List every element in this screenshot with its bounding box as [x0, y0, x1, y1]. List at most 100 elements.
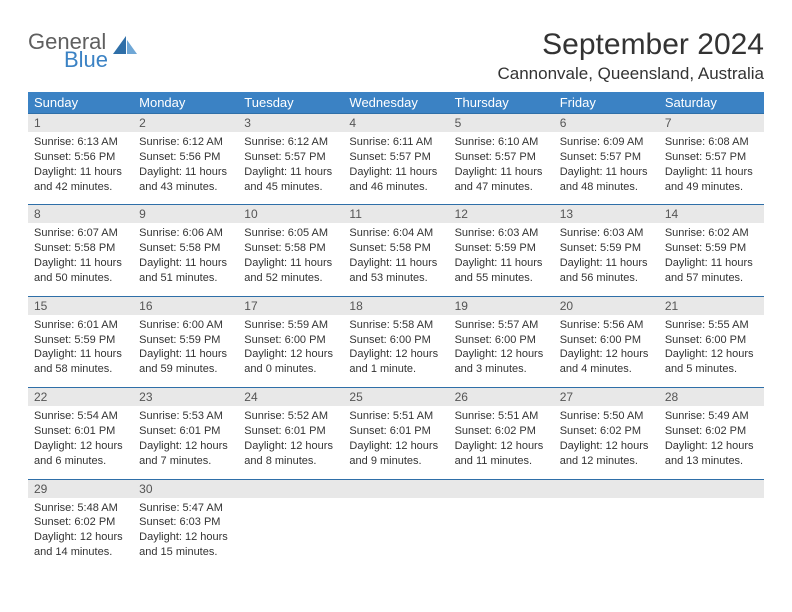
- daylight-line-2: and 57 minutes.: [665, 271, 758, 286]
- sunrise-line: Sunrise: 5:54 AM: [34, 409, 127, 424]
- sunrise-line: Sunrise: 6:07 AM: [34, 226, 127, 241]
- day-number: 9: [133, 205, 238, 223]
- daylight-line-1: Daylight: 11 hours: [349, 256, 442, 271]
- day-body: Sunrise: 5:53 AMSunset: 6:01 PMDaylight:…: [133, 406, 238, 478]
- sunset-line: Sunset: 5:57 PM: [665, 150, 758, 165]
- calendar-cell: 22Sunrise: 5:54 AMSunset: 6:01 PMDayligh…: [28, 388, 133, 479]
- calendar-cell: 17Sunrise: 5:59 AMSunset: 6:00 PMDayligh…: [238, 296, 343, 387]
- daylight-line-2: and 7 minutes.: [139, 454, 232, 469]
- day-body: [449, 498, 554, 560]
- daylight-line-1: Daylight: 11 hours: [139, 165, 232, 180]
- sunset-line: Sunset: 6:00 PM: [665, 333, 758, 348]
- daylight-line-2: and 58 minutes.: [34, 362, 127, 377]
- day-body: [238, 498, 343, 560]
- day-body: [659, 498, 764, 560]
- title-block: September 2024 Cannonvale, Queensland, A…: [497, 28, 764, 84]
- sunrise-line: Sunrise: 6:11 AM: [349, 135, 442, 150]
- sunrise-line: Sunrise: 5:57 AM: [455, 318, 548, 333]
- day-number: 17: [238, 297, 343, 315]
- day-number: 12: [449, 205, 554, 223]
- daylight-line-2: and 59 minutes.: [139, 362, 232, 377]
- sunrise-line: Sunrise: 6:05 AM: [244, 226, 337, 241]
- day-body: Sunrise: 6:12 AMSunset: 5:56 PMDaylight:…: [133, 132, 238, 204]
- sunset-line: Sunset: 5:58 PM: [349, 241, 442, 256]
- sunset-line: Sunset: 5:57 PM: [244, 150, 337, 165]
- sunrise-line: Sunrise: 5:59 AM: [244, 318, 337, 333]
- sunset-line: Sunset: 5:58 PM: [244, 241, 337, 256]
- daylight-line-2: and 52 minutes.: [244, 271, 337, 286]
- sunrise-line: Sunrise: 5:56 AM: [560, 318, 653, 333]
- daylight-line-1: Daylight: 12 hours: [349, 347, 442, 362]
- dow-tuesday: Tuesday: [238, 92, 343, 114]
- daylight-line-2: and 9 minutes.: [349, 454, 442, 469]
- calendar-cell: 15Sunrise: 6:01 AMSunset: 5:59 PMDayligh…: [28, 296, 133, 387]
- day-body: Sunrise: 5:56 AMSunset: 6:00 PMDaylight:…: [554, 315, 659, 387]
- calendar-row: 15Sunrise: 6:01 AMSunset: 5:59 PMDayligh…: [28, 296, 764, 387]
- daylight-line-2: and 11 minutes.: [455, 454, 548, 469]
- day-body: Sunrise: 5:57 AMSunset: 6:00 PMDaylight:…: [449, 315, 554, 387]
- header: General Blue September 2024 Cannonvale, …: [28, 28, 764, 84]
- sunset-line: Sunset: 5:57 PM: [455, 150, 548, 165]
- day-body: Sunrise: 6:07 AMSunset: 5:58 PMDaylight:…: [28, 223, 133, 295]
- calendar-row: 29Sunrise: 5:48 AMSunset: 6:02 PMDayligh…: [28, 479, 764, 570]
- sunset-line: Sunset: 6:02 PM: [455, 424, 548, 439]
- day-number: 20: [554, 297, 659, 315]
- daylight-line-2: and 4 minutes.: [560, 362, 653, 377]
- day-body: Sunrise: 6:09 AMSunset: 5:57 PMDaylight:…: [554, 132, 659, 204]
- sunrise-line: Sunrise: 6:09 AM: [560, 135, 653, 150]
- daylight-line-1: Daylight: 12 hours: [139, 530, 232, 545]
- calendar-cell: 14Sunrise: 6:02 AMSunset: 5:59 PMDayligh…: [659, 205, 764, 296]
- calendar-cell: [554, 479, 659, 570]
- day-body: Sunrise: 5:54 AMSunset: 6:01 PMDaylight:…: [28, 406, 133, 478]
- daylight-line-1: Daylight: 11 hours: [455, 165, 548, 180]
- calendar-row: 22Sunrise: 5:54 AMSunset: 6:01 PMDayligh…: [28, 388, 764, 479]
- day-body: Sunrise: 6:02 AMSunset: 5:59 PMDaylight:…: [659, 223, 764, 295]
- daylight-line-2: and 43 minutes.: [139, 180, 232, 195]
- day-body: [554, 498, 659, 560]
- daylight-line-1: Daylight: 11 hours: [139, 256, 232, 271]
- sunrise-line: Sunrise: 6:01 AM: [34, 318, 127, 333]
- sunset-line: Sunset: 6:00 PM: [244, 333, 337, 348]
- day-body: Sunrise: 5:55 AMSunset: 6:00 PMDaylight:…: [659, 315, 764, 387]
- daylight-line-1: Daylight: 11 hours: [665, 256, 758, 271]
- daylight-line-2: and 51 minutes.: [139, 271, 232, 286]
- sunset-line: Sunset: 6:00 PM: [349, 333, 442, 348]
- daylight-line-1: Daylight: 11 hours: [349, 165, 442, 180]
- daylight-line-1: Daylight: 12 hours: [665, 439, 758, 454]
- day-number: 7: [659, 114, 764, 132]
- day-body: Sunrise: 6:05 AMSunset: 5:58 PMDaylight:…: [238, 223, 343, 295]
- sunrise-line: Sunrise: 6:06 AM: [139, 226, 232, 241]
- day-number: 25: [343, 388, 448, 406]
- sunrise-line: Sunrise: 6:10 AM: [455, 135, 548, 150]
- day-number: 16: [133, 297, 238, 315]
- sunrise-line: Sunrise: 5:51 AM: [455, 409, 548, 424]
- sunset-line: Sunset: 5:59 PM: [665, 241, 758, 256]
- dow-friday: Friday: [554, 92, 659, 114]
- sunset-line: Sunset: 6:00 PM: [455, 333, 548, 348]
- calendar-cell: 4Sunrise: 6:11 AMSunset: 5:57 PMDaylight…: [343, 114, 448, 205]
- day-body: Sunrise: 5:58 AMSunset: 6:00 PMDaylight:…: [343, 315, 448, 387]
- calendar-cell: 18Sunrise: 5:58 AMSunset: 6:00 PMDayligh…: [343, 296, 448, 387]
- day-number: 8: [28, 205, 133, 223]
- sunrise-line: Sunrise: 6:12 AM: [139, 135, 232, 150]
- day-number: 10: [238, 205, 343, 223]
- day-number: 21: [659, 297, 764, 315]
- calendar-cell: 12Sunrise: 6:03 AMSunset: 5:59 PMDayligh…: [449, 205, 554, 296]
- day-number: 26: [449, 388, 554, 406]
- day-body: Sunrise: 6:11 AMSunset: 5:57 PMDaylight:…: [343, 132, 448, 204]
- daylight-line-1: Daylight: 12 hours: [455, 439, 548, 454]
- daylight-line-1: Daylight: 12 hours: [560, 347, 653, 362]
- day-number: 22: [28, 388, 133, 406]
- dow-wednesday: Wednesday: [343, 92, 448, 114]
- day-body: Sunrise: 6:08 AMSunset: 5:57 PMDaylight:…: [659, 132, 764, 204]
- sunrise-line: Sunrise: 6:12 AM: [244, 135, 337, 150]
- daylight-line-2: and 3 minutes.: [455, 362, 548, 377]
- day-number: 15: [28, 297, 133, 315]
- daylight-line-1: Daylight: 12 hours: [560, 439, 653, 454]
- calendar-page: General Blue September 2024 Cannonvale, …: [0, 0, 792, 570]
- sail-icon: [112, 34, 138, 56]
- calendar-body: 1Sunrise: 6:13 AMSunset: 5:56 PMDaylight…: [28, 114, 764, 570]
- daylight-line-1: Daylight: 12 hours: [665, 347, 758, 362]
- daylight-line-2: and 55 minutes.: [455, 271, 548, 286]
- daylight-line-2: and 42 minutes.: [34, 180, 127, 195]
